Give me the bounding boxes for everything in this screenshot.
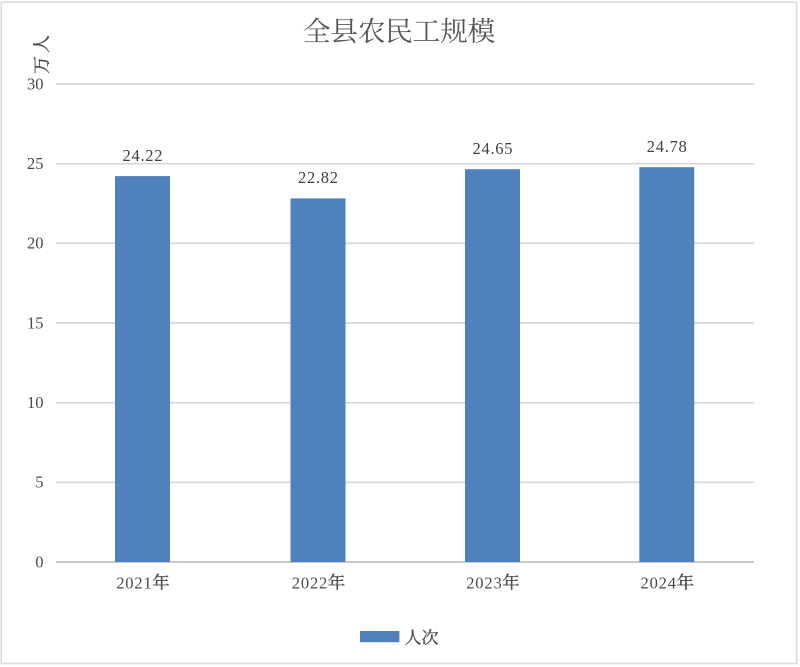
svg-text:24.78: 24.78 [647,137,687,156]
svg-text:2024: 2024 [641,574,677,593]
svg-text:15: 15 [27,313,44,332]
svg-text:20: 20 [27,234,44,253]
svg-text:10: 10 [27,393,44,412]
svg-text:0: 0 [35,552,43,571]
svg-text:2023: 2023 [466,574,502,593]
svg-text:2021: 2021 [116,574,152,593]
svg-text:24.65: 24.65 [473,139,513,158]
svg-text:30: 30 [27,74,44,93]
svg-text:24.22: 24.22 [123,146,163,165]
svg-text:5: 5 [35,473,43,492]
svg-text:22.82: 22.82 [298,168,338,187]
svg-text:2022: 2022 [292,574,328,593]
svg-text:25: 25 [27,154,44,173]
